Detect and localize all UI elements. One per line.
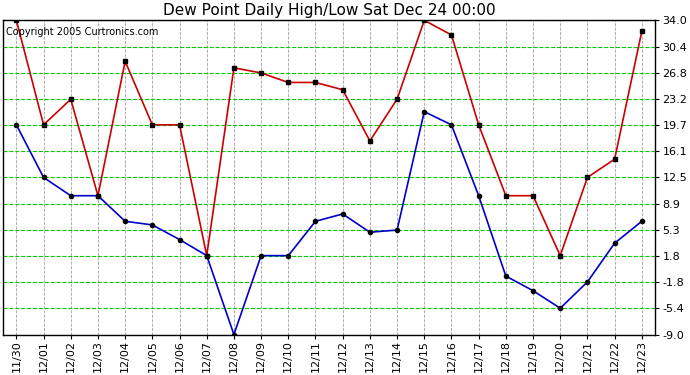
Text: Copyright 2005 Curtronics.com: Copyright 2005 Curtronics.com bbox=[6, 27, 159, 37]
Title: Dew Point Daily High/Low Sat Dec 24 00:00: Dew Point Daily High/Low Sat Dec 24 00:0… bbox=[163, 3, 495, 18]
